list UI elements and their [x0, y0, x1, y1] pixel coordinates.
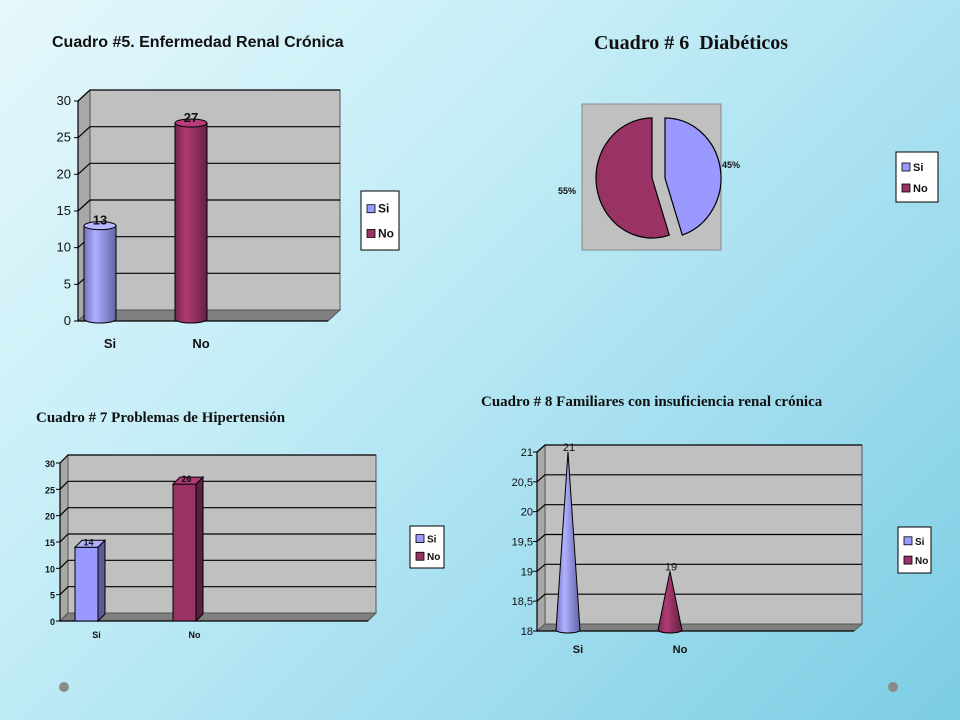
y-tick-label: 18	[521, 626, 533, 638]
legend-swatch-si	[366, 204, 376, 214]
gridline	[536, 474, 862, 483]
category-label-no: No	[189, 630, 201, 640]
bar-si	[83, 225, 117, 324]
gridline	[536, 504, 862, 513]
y-tick-label: 0	[50, 617, 55, 627]
y-tick-label: 10	[45, 564, 55, 574]
legend-box	[897, 526, 932, 574]
gridline	[536, 563, 862, 572]
category-label-no: No	[192, 336, 209, 351]
pie-slice-si	[664, 117, 722, 236]
data-label-no: 27	[184, 110, 198, 125]
nav-dot-left	[59, 682, 69, 692]
category-label-si: Si	[104, 336, 116, 351]
gridline	[536, 533, 862, 542]
bar-top-si	[83, 221, 117, 231]
cone-no	[657, 571, 683, 634]
y-tick-label: 30	[57, 93, 71, 108]
legend-swatch-no	[903, 555, 913, 565]
y-tick-label: 20	[521, 507, 533, 519]
bar-no	[174, 122, 208, 324]
bar-side-si	[97, 539, 106, 623]
gridline	[536, 593, 862, 602]
bar-top-no	[174, 118, 208, 128]
nav-dot-right	[888, 682, 898, 692]
legend-box	[895, 151, 939, 203]
y-tick-label: 15	[57, 203, 71, 218]
bar-side-no	[195, 475, 204, 623]
y-tick-label: 20	[45, 512, 55, 522]
gridline	[59, 533, 376, 543]
legend-label-no: No	[427, 552, 440, 563]
data-label-no: 19	[665, 561, 677, 573]
legend-swatch-si	[415, 534, 425, 543]
legend-swatch-si	[901, 162, 911, 172]
legend-label-no: No	[915, 556, 928, 567]
data-label-si: 45%	[722, 160, 740, 170]
legend-label-si: Si	[915, 537, 925, 548]
legend-label-si: Si	[378, 202, 389, 216]
legend-label-no: No	[913, 183, 928, 195]
category-label-si: Si	[573, 644, 583, 656]
gridline	[59, 559, 376, 569]
cone-si	[555, 451, 581, 634]
y-tick-label: 5	[50, 591, 55, 601]
y-tick-label: 19,5	[512, 537, 533, 549]
gridline	[59, 454, 376, 464]
gridline	[59, 507, 376, 517]
y-tick-label: 5	[64, 276, 71, 291]
y-tick-label: 30	[45, 459, 55, 469]
legend-swatch-no	[415, 551, 425, 561]
y-tick-label: 25	[57, 130, 71, 145]
data-label-si: 13	[93, 213, 107, 228]
plot-floor	[535, 623, 864, 632]
gridline	[77, 199, 340, 212]
chart7-title: Cuadro # 7 Problemas de Hipertensión	[36, 410, 286, 426]
legend-label-no: No	[378, 226, 394, 240]
y-tick-label: 21	[521, 447, 533, 459]
legend-label-si: Si	[427, 535, 437, 546]
legend-swatch-si	[903, 536, 913, 546]
legend-box	[409, 525, 445, 569]
data-label-si: 14	[83, 537, 93, 547]
data-label-no: 26	[181, 474, 191, 484]
category-label-no: No	[673, 644, 688, 656]
legend-label-si: Si	[913, 162, 923, 174]
category-label-si: Si	[92, 630, 101, 640]
chart8-title: Cuadro # 8 Familiares con insuficiencia …	[481, 394, 823, 410]
data-label-si: 21	[563, 442, 575, 454]
gridline	[536, 444, 862, 453]
y-tick-label: 0	[64, 313, 71, 328]
y-tick-label: 15	[45, 538, 55, 548]
y-tick-label: 10	[57, 240, 71, 255]
chart6-title: Cuadro # 6 Diabéticos	[594, 32, 789, 54]
legend-swatch-no	[366, 229, 376, 238]
gridline	[77, 89, 340, 102]
gridline	[77, 162, 340, 175]
gridline	[59, 480, 376, 490]
y-tick-label: 18,5	[512, 596, 533, 608]
y-tick-label: 19	[521, 566, 533, 578]
y-tick-label: 20	[57, 166, 71, 181]
pie-slice-no	[595, 117, 671, 239]
legend-swatch-no	[901, 183, 911, 193]
gridline	[77, 126, 340, 139]
legend-box	[360, 190, 400, 251]
gridline	[59, 586, 376, 596]
y-tick-label: 20,5	[512, 477, 533, 489]
chart5-title: Cuadro #5. Enfermedad Renal Crónica	[52, 34, 344, 51]
data-label-no: 55%	[558, 186, 576, 196]
y-tick-label: 25	[45, 485, 55, 495]
